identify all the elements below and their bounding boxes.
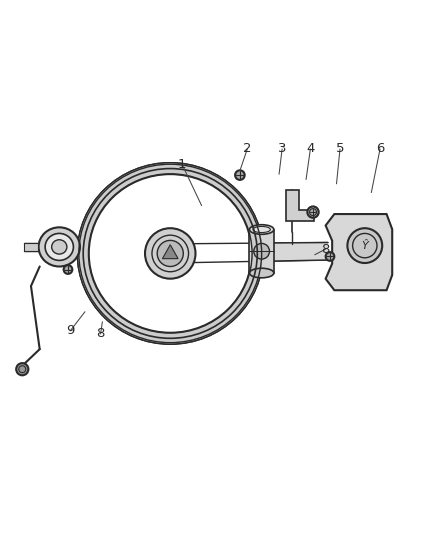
Circle shape [347,228,382,263]
Text: 8: 8 [321,243,330,256]
Circle shape [16,363,28,375]
Polygon shape [179,244,231,263]
Circle shape [254,244,269,259]
Text: Ŷ: Ŷ [361,240,368,251]
Ellipse shape [39,228,80,266]
Circle shape [307,206,319,218]
Polygon shape [170,243,328,263]
Polygon shape [250,230,274,273]
Circle shape [145,228,195,279]
Text: 9: 9 [66,325,74,337]
Polygon shape [286,190,314,221]
Ellipse shape [83,168,257,338]
Ellipse shape [250,268,274,278]
Polygon shape [129,179,178,243]
Circle shape [64,265,72,274]
Text: 2: 2 [243,142,251,156]
Text: 5: 5 [336,142,344,156]
Text: 6: 6 [376,142,384,156]
Polygon shape [122,261,175,323]
Ellipse shape [52,240,67,254]
Ellipse shape [45,233,74,261]
Text: 8: 8 [96,327,105,341]
Circle shape [157,240,184,266]
Polygon shape [162,245,178,259]
Circle shape [325,252,334,261]
Ellipse shape [250,225,274,235]
Polygon shape [325,214,392,290]
Text: 1: 1 [178,158,186,171]
Circle shape [235,171,245,180]
Text: 3: 3 [278,142,286,156]
Polygon shape [25,243,39,251]
Text: 4: 4 [306,142,314,156]
